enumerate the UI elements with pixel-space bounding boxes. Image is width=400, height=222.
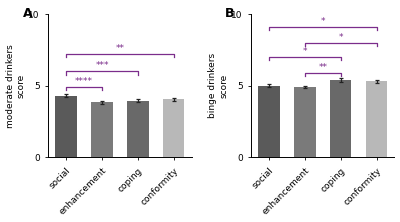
Text: **: ** bbox=[318, 63, 327, 72]
Bar bbox=[127, 101, 149, 157]
Y-axis label: moderate drinkers
score: moderate drinkers score bbox=[6, 44, 26, 128]
Text: *: * bbox=[302, 47, 307, 56]
Bar bbox=[258, 86, 280, 157]
Text: *: * bbox=[320, 17, 325, 26]
Text: ***: *** bbox=[95, 61, 109, 70]
Bar bbox=[294, 87, 316, 157]
Bar bbox=[366, 81, 387, 157]
Text: ****: **** bbox=[75, 77, 93, 86]
Text: B: B bbox=[225, 7, 235, 20]
Bar bbox=[91, 102, 113, 157]
Text: *: * bbox=[338, 33, 343, 42]
Bar bbox=[163, 99, 184, 157]
Text: **: ** bbox=[116, 44, 124, 53]
Text: A: A bbox=[22, 7, 32, 20]
Bar bbox=[56, 96, 77, 157]
Bar bbox=[330, 80, 352, 157]
Y-axis label: binge drinkers
score: binge drinkers score bbox=[208, 53, 228, 118]
